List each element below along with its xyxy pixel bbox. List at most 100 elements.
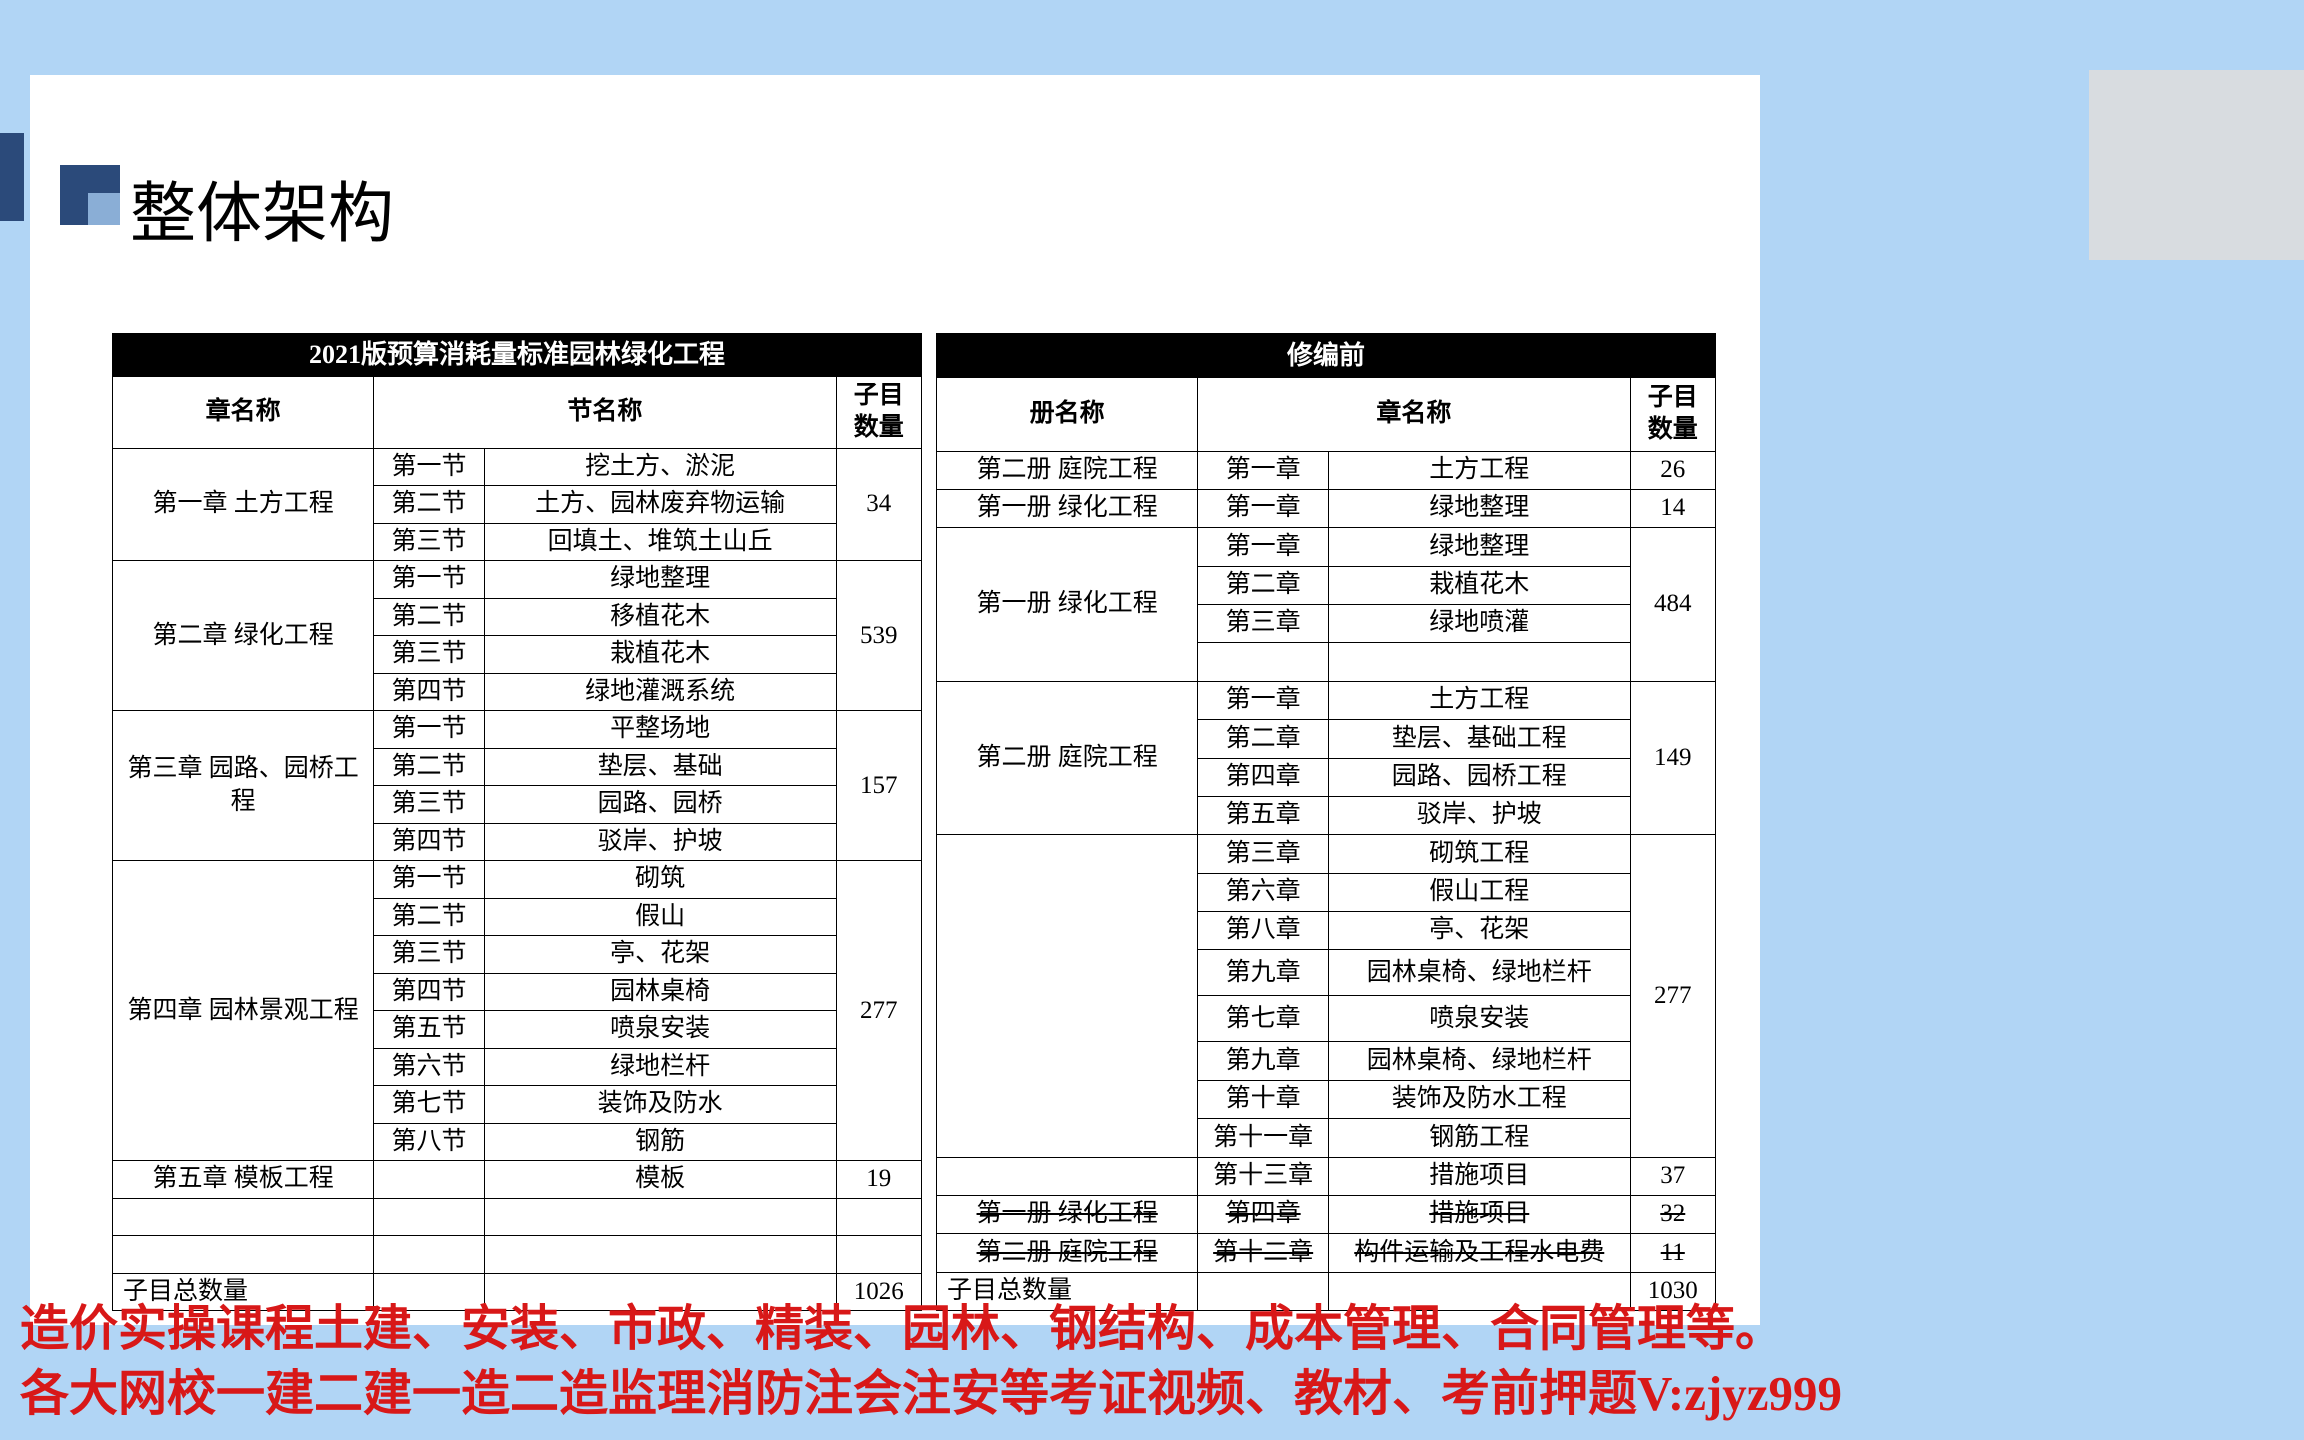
count-cell: 277 xyxy=(836,861,921,1161)
section-num: 第四节 xyxy=(374,673,485,711)
blank-cell xyxy=(374,1236,485,1274)
section-name: 驳岸、护坡 xyxy=(484,823,836,861)
chapter-num: 第六章 xyxy=(1198,873,1329,911)
chapter-num: 第一章 xyxy=(1198,489,1329,527)
left-table: 2021版预算消耗量标准园林绿化工程章名称节名称子目数量第一章 土方工程第一节挖… xyxy=(112,333,922,1311)
chapter-name: 驳岸、护坡 xyxy=(1328,796,1630,834)
section-name: 回填土、堆筑土山丘 xyxy=(484,523,836,561)
chapter-name: 园路、园桥工程 xyxy=(1328,758,1630,796)
chapter-name: 措施项目 xyxy=(1328,1157,1630,1195)
section-num: 第一节 xyxy=(374,861,485,899)
section-num: 第五节 xyxy=(374,1011,485,1049)
section-name: 移植花木 xyxy=(484,598,836,636)
section-num: 第三节 xyxy=(374,936,485,974)
section-name: 模板 xyxy=(484,1161,836,1199)
camera-thumbnail xyxy=(2089,70,2304,260)
section-name: 砌筑 xyxy=(484,861,836,899)
col-header: 节名称 xyxy=(374,376,836,448)
book-cell xyxy=(937,1157,1198,1195)
blank-cell xyxy=(374,1198,485,1236)
count-cell: 14 xyxy=(1630,489,1715,527)
chapter-name: 钢筋工程 xyxy=(1328,1119,1630,1157)
struck-ch: 第十二章 xyxy=(1198,1234,1329,1272)
section-name: 园路、园桥 xyxy=(484,786,836,824)
book-cell: 第一册 绿化工程 xyxy=(937,528,1198,682)
section-num: 第一节 xyxy=(374,561,485,599)
chapter-name: 绿地整理 xyxy=(1328,528,1630,566)
col-header: 子目数量 xyxy=(836,376,921,448)
chapter-name: 亭、花架 xyxy=(1328,912,1630,950)
section-num xyxy=(374,1161,485,1199)
left-accent-bar xyxy=(0,133,24,221)
chapter-name: 土方工程 xyxy=(1328,681,1630,719)
blank-cell xyxy=(113,1198,374,1236)
chapter-num: 第一章 xyxy=(1198,528,1329,566)
chapter-name: 栽植花木 xyxy=(1328,566,1630,604)
chapter-num: 第五章 xyxy=(1198,796,1329,834)
count-cell: 19 xyxy=(836,1161,921,1199)
ad-text-line-1: 造价实操课程土建、安装、市政、精装、园林、钢结构、成本管理、合同管理等。 xyxy=(20,1289,1784,1360)
section-name: 栽植花木 xyxy=(484,636,836,674)
struck-book: 第二册 庭院工程 xyxy=(937,1234,1198,1272)
struck-book: 第一册 绿化工程 xyxy=(937,1195,1198,1233)
count-cell: 157 xyxy=(836,711,921,861)
chapter-name: 装饰及防水工程 xyxy=(1328,1080,1630,1118)
chapter-name: 垫层、基础工程 xyxy=(1328,720,1630,758)
chapter-cell: 第二章 绿化工程 xyxy=(113,561,374,711)
count-cell: 26 xyxy=(1630,451,1715,489)
chapter-num: 第十一章 xyxy=(1198,1119,1329,1157)
section-name: 土方、园林废弃物运输 xyxy=(484,486,836,524)
left-table-header: 2021版预算消耗量标准园林绿化工程 xyxy=(113,334,922,377)
chapter-num: 第一章 xyxy=(1198,681,1329,719)
chapter-num: 第九章 xyxy=(1198,1042,1329,1080)
section-num: 第六节 xyxy=(374,1048,485,1086)
count-cell: 37 xyxy=(1630,1157,1715,1195)
section-num: 第三节 xyxy=(374,636,485,674)
blank-cell xyxy=(1328,643,1630,681)
chapter-num: 第十章 xyxy=(1198,1080,1329,1118)
struck-ch: 第四章 xyxy=(1198,1195,1329,1233)
section-name: 垫层、基础 xyxy=(484,748,836,786)
chapter-name: 假山工程 xyxy=(1328,873,1630,911)
chapter-num: 第七章 xyxy=(1198,996,1329,1042)
chapter-num: 第八章 xyxy=(1198,912,1329,950)
blank-cell xyxy=(484,1198,836,1236)
struck-name: 构件运输及工程水电费 xyxy=(1328,1234,1630,1272)
section-name: 绿地整理 xyxy=(484,561,836,599)
blank-cell xyxy=(836,1198,921,1236)
tables-container: 2021版预算消耗量标准园林绿化工程章名称节名称子目数量第一章 土方工程第一节挖… xyxy=(112,333,1716,1311)
section-name: 绿地栏杆 xyxy=(484,1048,836,1086)
slide-card: 整体架构 2021版预算消耗量标准园林绿化工程章名称节名称子目数量第一章 土方工… xyxy=(30,75,1760,1325)
col-header: 子目数量 xyxy=(1630,377,1715,451)
count-cell: 539 xyxy=(836,561,921,711)
chapter-name: 土方工程 xyxy=(1328,451,1630,489)
page-title: 整体架构 xyxy=(130,160,394,256)
section-name: 绿地灌溉系统 xyxy=(484,673,836,711)
count-cell: 277 xyxy=(1630,835,1715,1157)
count-cell: 34 xyxy=(836,448,921,561)
chapter-num: 第二章 xyxy=(1198,566,1329,604)
chapter-name: 喷泉安装 xyxy=(1328,996,1630,1042)
section-num: 第四节 xyxy=(374,823,485,861)
section-name: 喷泉安装 xyxy=(484,1011,836,1049)
blank-cell xyxy=(113,1236,374,1274)
section-num: 第八节 xyxy=(374,1123,485,1161)
struck-count: 11 xyxy=(1630,1234,1715,1272)
right-table-header: 修编前 xyxy=(937,334,1716,378)
section-num: 第三节 xyxy=(374,523,485,561)
section-name: 平整场地 xyxy=(484,711,836,749)
chapter-num: 第一章 xyxy=(1198,451,1329,489)
chapter-cell: 第四章 园林景观工程 xyxy=(113,861,374,1161)
section-num: 第二节 xyxy=(374,898,485,936)
section-name: 园林桌椅 xyxy=(484,973,836,1011)
section-num: 第三节 xyxy=(374,786,485,824)
ad-text-line-2: 各大网校一建二建一造二造监理消防注会注安等考证视频、教材、考前押题V:zjyz9… xyxy=(20,1354,1842,1425)
section-num: 第七节 xyxy=(374,1086,485,1124)
chapter-num: 第九章 xyxy=(1198,950,1329,996)
section-num: 第一节 xyxy=(374,711,485,749)
right-table: 修编前册名称章名称子目数量第二册 庭院工程第一章土方工程26第一册 绿化工程第一… xyxy=(936,333,1716,1311)
chapter-name: 砌筑工程 xyxy=(1328,835,1630,873)
section-name: 亭、花架 xyxy=(484,936,836,974)
col-header: 章名称 xyxy=(113,376,374,448)
book-cell xyxy=(937,835,1198,1157)
